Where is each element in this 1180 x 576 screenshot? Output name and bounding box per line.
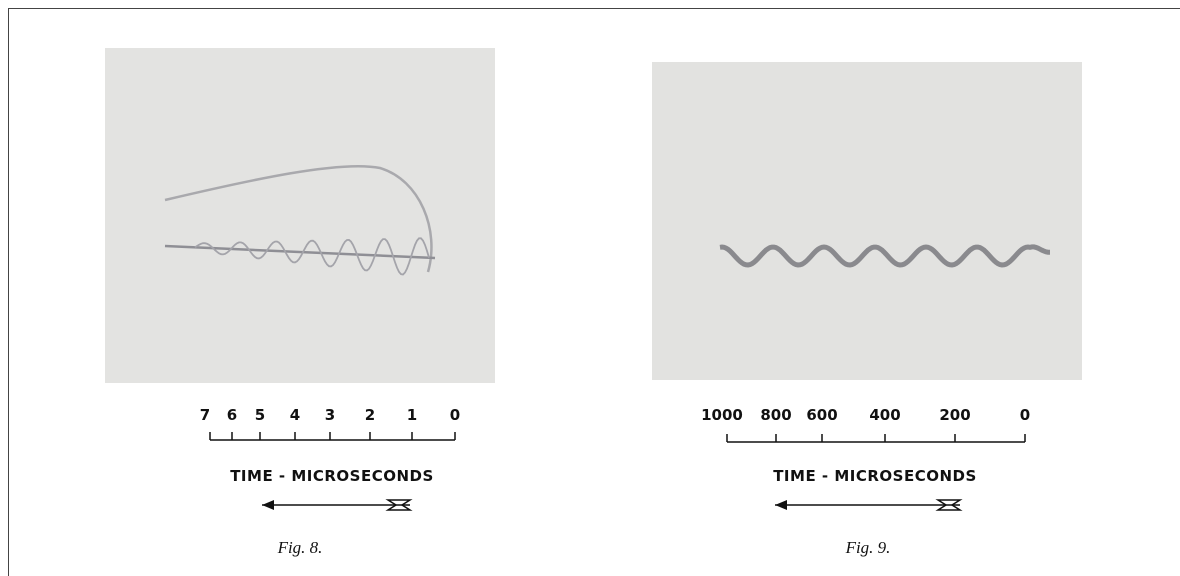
arrow-head: [775, 500, 787, 510]
scale-tick-label: 0: [1020, 406, 1030, 424]
axis-label: TIME - MICROSECONDS: [773, 467, 977, 485]
figure-caption: Fig. 9.: [845, 538, 891, 557]
trace: [164, 164, 433, 273]
arrow-head: [262, 500, 274, 510]
scale-tick-label: 200: [939, 406, 970, 424]
figure-caption: Fig. 8.: [277, 538, 323, 557]
scale-tick-label: 0: [450, 406, 460, 424]
axis-label: TIME - MICROSECONDS: [230, 467, 434, 485]
scale-tick-label: 4: [290, 406, 300, 424]
scale-tick-label: 400: [869, 406, 900, 424]
scale-tick-label: 5: [255, 406, 265, 424]
oscillogram-photo: [105, 48, 495, 383]
arrow-feather: [385, 499, 413, 511]
oscillogram-photo: [652, 62, 1082, 380]
trace: [194, 237, 430, 276]
scale-tick-label: 800: [760, 406, 791, 424]
arrow-feather: [935, 499, 963, 511]
scale-tick-label: 1: [407, 406, 417, 424]
trace: [719, 244, 1050, 268]
scale-tick-label: 1000: [701, 406, 743, 424]
trace: [164, 244, 436, 260]
page-frame: [8, 8, 1180, 576]
scale-tick-label: 6: [227, 406, 237, 424]
scale-tick-label: 7: [200, 406, 210, 424]
scale-tick-label: 2: [365, 406, 375, 424]
scale-tick-label: 3: [325, 406, 335, 424]
scale-tick-label: 600: [806, 406, 837, 424]
